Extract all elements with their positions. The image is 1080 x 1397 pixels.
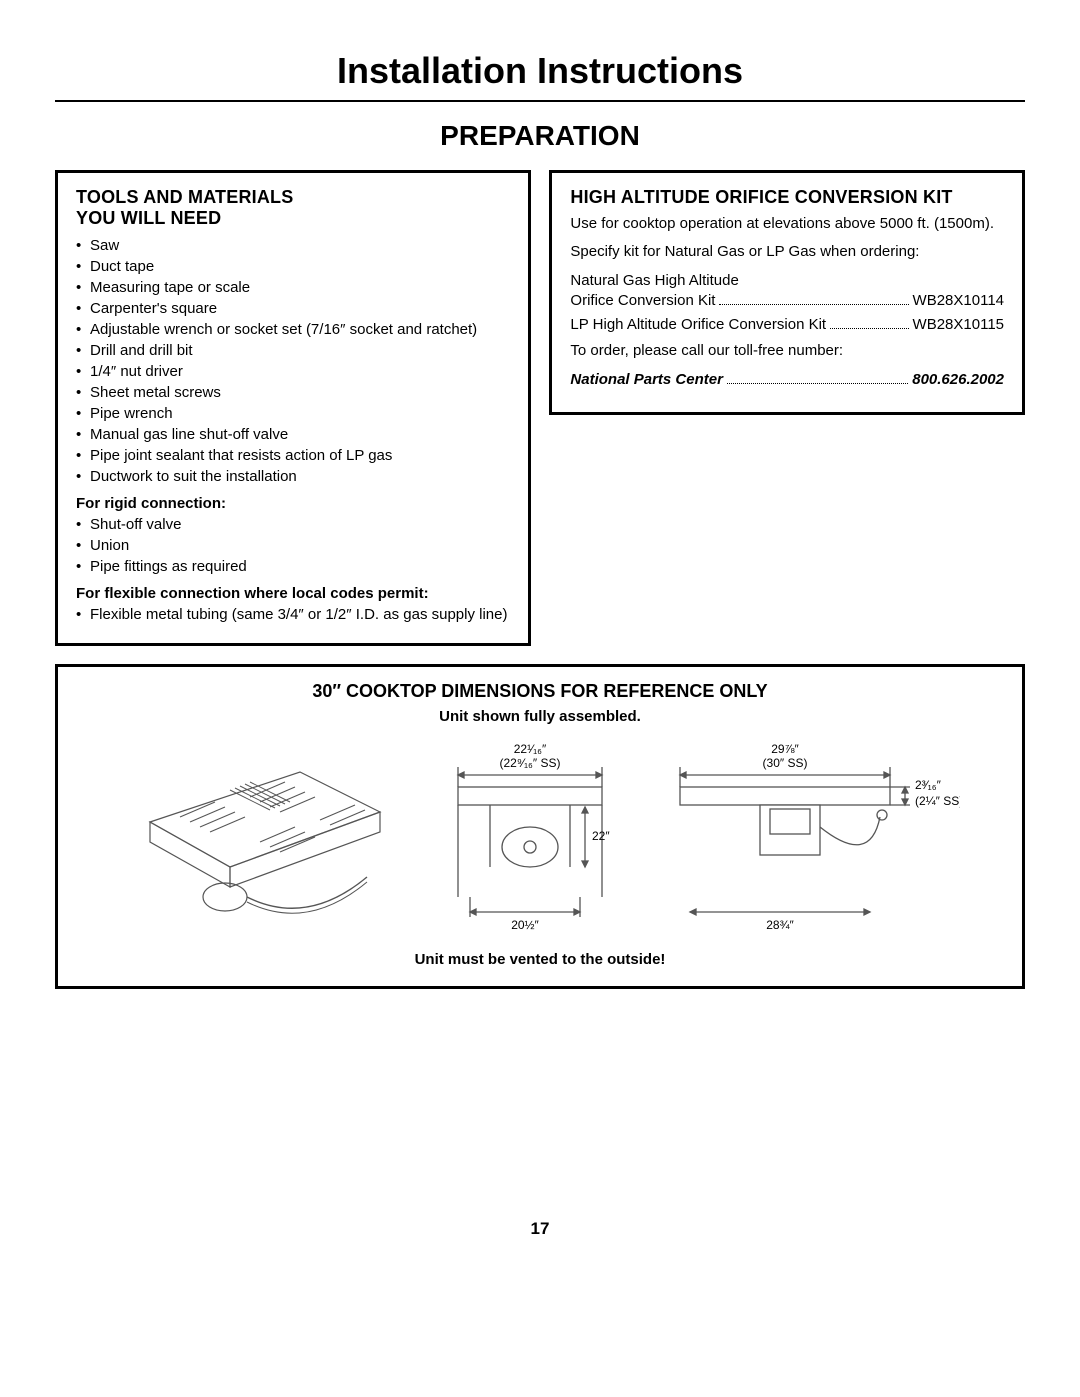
dots-icon [830,316,908,330]
rigid-list: Shut-off valve Union Pipe fittings as re… [76,514,510,577]
list-item: Pipe wrench [76,403,510,424]
list-item: Adjustable wrench or socket set (7/16″ s… [76,319,510,340]
list-item: Shut-off valve [76,514,510,535]
dim-height: 22″ [592,829,610,843]
npc-row: National Parts Center 800.626.2002 [570,370,1004,390]
cooktop-front-diagram: 22¹⁄₁₆″ (22⁹⁄₁₆″ SS) 20½″ 22″ [430,737,630,937]
tools-box: TOOLS AND MATERIALS YOU WILL NEED Saw Du… [55,170,531,646]
dim-height2-ss: (2¼″ SS) [915,794,960,808]
list-item: Duct tape [76,256,510,277]
list-item: Measuring tape or scale [76,277,510,298]
dim-width-top-ss: (22⁹⁄₁₆″ SS) [500,756,561,770]
tools-heading-l1: TOOLS AND MATERIALS [76,187,293,207]
dim-width-bottom: 20½″ [511,918,539,932]
ha-para1: Use for cooktop operation at elevations … [570,214,1004,234]
high-altitude-box: HIGH ALTITUDE ORIFICE CONVERSION KIT Use… [549,170,1025,415]
list-item: Union [76,535,510,556]
dims-subheading: Unit shown fully assembled. [76,708,1004,725]
list-item: Saw [76,235,510,256]
page-number: 17 [55,1219,1025,1239]
list-item: 1/4″ nut driver [76,361,510,382]
top-row: TOOLS AND MATERIALS YOU WILL NEED Saw Du… [55,170,1025,646]
dots-icon [727,370,908,384]
ng-label: Orifice Conversion Kit [570,291,715,311]
lp-label: LP High Altitude Orifice Conversion Kit [570,315,826,335]
list-item: Pipe joint sealant that resists action o… [76,445,510,466]
flex-list: Flexible metal tubing (same 3/4″ or 1/2″… [76,604,510,625]
dims-note: Unit must be vented to the outside! [76,951,1004,968]
ng-kit-row: Orifice Conversion Kit WB28X10114 [570,291,1004,311]
dim-height2: 2³⁄₁₆″ [915,778,942,792]
tools-heading-l2: YOU WILL NEED [76,208,221,228]
npc-label: National Parts Center [570,370,723,390]
lp-part-number: WB28X10115 [913,315,1004,335]
dim-depth-top: 29⅞″ [771,742,799,756]
dim-width-top: 22¹⁄₁₆″ [514,742,547,756]
order-text: To order, please call our toll-free numb… [570,341,1004,361]
list-item: Pipe fittings as required [76,556,510,577]
lp-kit-row: LP High Altitude Orifice Conversion Kit … [570,315,1004,335]
dots-icon [719,291,908,305]
ha-heading: HIGH ALTITUDE ORIFICE CONVERSION KIT [570,187,1004,208]
list-item: Manual gas line shut-off valve [76,424,510,445]
cooktop-iso-diagram [120,742,400,932]
dims-heading: 30″ COOKTOP DIMENSIONS FOR REFERENCE ONL… [76,681,1004,702]
dimensions-box: 30″ COOKTOP DIMENSIONS FOR REFERENCE ONL… [55,664,1025,989]
title-rule [55,100,1025,102]
npc-phone: 800.626.2002 [912,370,1004,390]
list-item: Sheet metal screws [76,382,510,403]
list-item: Ductwork to suit the installation [76,466,510,487]
dim-depth-bottom: 28¾″ [766,918,794,932]
ha-para2: Specify kit for Natural Gas or LP Gas wh… [570,242,1004,262]
tools-list: Saw Duct tape Measuring tape or scale Ca… [76,235,510,487]
page-title: Installation Instructions [55,50,1025,92]
list-item: Flexible metal tubing (same 3/4″ or 1/2″… [76,604,510,625]
list-item: Carpenter's square [76,298,510,319]
ng-label-line1: Natural Gas High Altitude [570,271,1004,291]
diagrams-row: 22¹⁄₁₆″ (22⁹⁄₁₆″ SS) 20½″ 22″ [76,737,1004,937]
tools-heading: TOOLS AND MATERIALS YOU WILL NEED [76,187,510,229]
ng-part-number: WB28X10114 [913,291,1004,311]
list-item: Drill and drill bit [76,340,510,361]
right-column: HIGH ALTITUDE ORIFICE CONVERSION KIT Use… [549,170,1025,646]
section-title: PREPARATION [55,120,1025,152]
dim-depth-top-ss: (30″ SS) [763,756,808,770]
flex-subhead: For flexible connection where local code… [76,585,510,602]
rigid-subhead: For rigid connection: [76,495,510,512]
cooktop-side-diagram: 29⅞″ (30″ SS) 28¾″ 2³⁄₁₆″ (2¼″ SS) [660,737,960,937]
